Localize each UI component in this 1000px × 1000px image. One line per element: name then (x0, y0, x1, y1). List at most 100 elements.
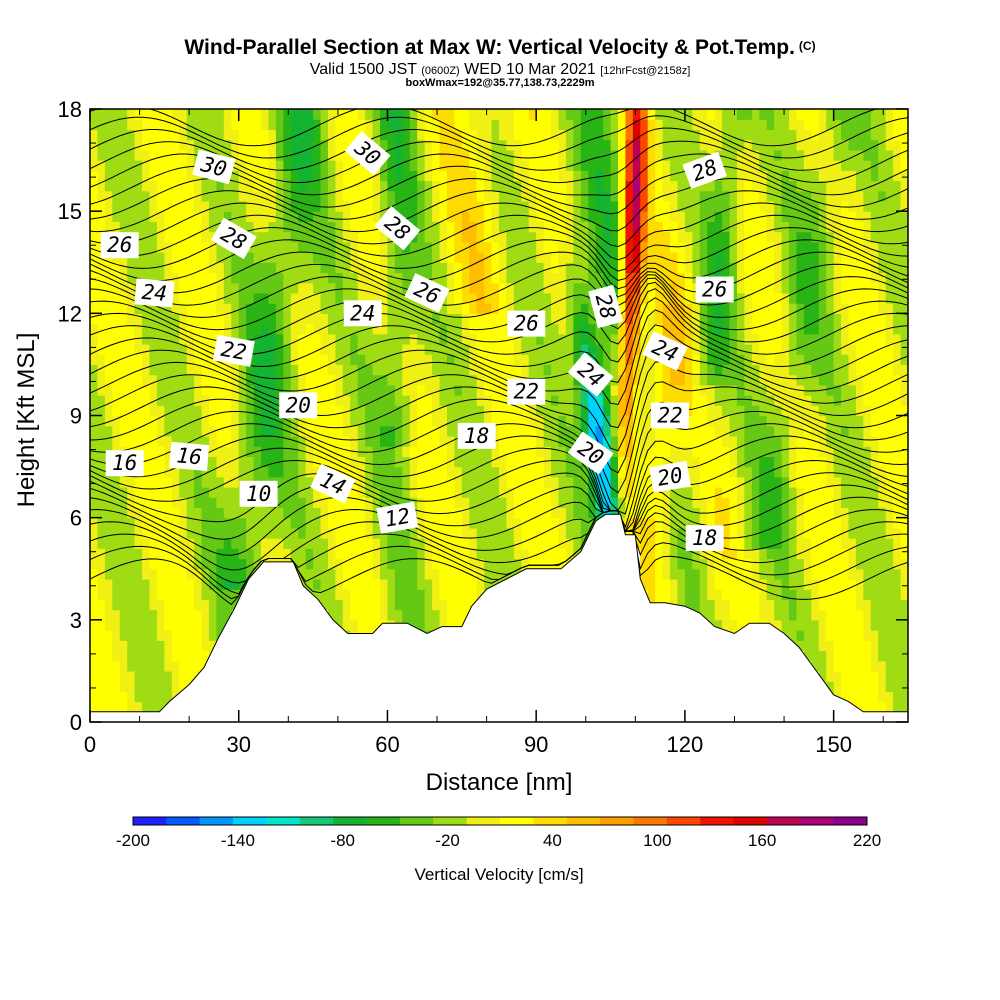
velocity-cell (543, 231, 552, 243)
velocity-cell (565, 231, 574, 243)
velocity-cell (231, 200, 240, 212)
velocity-cell (506, 476, 515, 488)
velocity-cell (796, 568, 805, 580)
velocity-cell (372, 343, 381, 355)
velocity-cell (350, 487, 359, 498)
velocity-cell (670, 568, 679, 580)
velocity-cell (298, 374, 307, 386)
velocity-cell (729, 160, 738, 171)
velocity-cell (454, 415, 463, 427)
velocity-cell (320, 395, 329, 406)
velocity-cell (699, 578, 708, 590)
velocity-cell (409, 619, 418, 631)
velocity-cell (536, 109, 545, 120)
velocity-cell (632, 497, 641, 509)
velocity-cell (305, 487, 314, 498)
velocity-cell (803, 211, 812, 222)
velocity-cell (164, 599, 173, 611)
velocity-cell (142, 129, 151, 141)
velocity-cell (261, 252, 270, 263)
velocity-cell (588, 405, 597, 417)
velocity-cell (372, 119, 381, 131)
velocity-cell (736, 548, 745, 560)
velocity-cell (208, 619, 218, 631)
velocity-cell (655, 160, 664, 171)
velocity-cell (789, 415, 798, 427)
velocity-cell (409, 303, 418, 314)
velocity-cell (499, 149, 508, 161)
velocity-cell (625, 149, 634, 161)
velocity-cell (803, 292, 812, 304)
velocity-cell (588, 139, 597, 151)
velocity-cell (610, 333, 619, 345)
velocity-cell (818, 599, 827, 611)
velocity-cell (112, 119, 121, 131)
velocity-cell (677, 231, 686, 243)
velocity-cell (729, 517, 738, 529)
velocity-cell (231, 558, 240, 570)
velocity-cell (774, 395, 783, 406)
velocity-cell (313, 589, 322, 600)
velocity-cell (610, 374, 619, 386)
velocity-cell (119, 599, 128, 611)
velocity-cell (432, 129, 441, 141)
velocity-cell (774, 517, 783, 529)
velocity-cell (275, 200, 284, 212)
velocity-cell (394, 395, 403, 406)
velocity-cell (208, 180, 218, 192)
velocity-cell (112, 558, 121, 570)
velocity-cell (327, 384, 336, 396)
velocity-cell (402, 538, 411, 549)
velocity-cell (261, 343, 270, 355)
velocity-cell (104, 129, 113, 141)
velocity-cell (194, 395, 203, 406)
velocity-cell (179, 670, 188, 682)
velocity-cell (536, 476, 545, 488)
velocity-cell (320, 517, 329, 529)
velocity-cell (692, 139, 701, 151)
velocity-cell (446, 446, 455, 457)
velocity-cell (551, 507, 560, 519)
velocity-cell (380, 292, 389, 304)
velocity-cell (380, 446, 389, 457)
velocity-cell (365, 476, 374, 488)
velocity-cell (387, 548, 396, 560)
velocity-cell (766, 527, 775, 539)
velocity-cell (469, 384, 478, 396)
velocity-cell (149, 109, 158, 120)
velocity-cell (417, 364, 426, 376)
velocity-cell (484, 119, 493, 131)
velocity-cell (766, 109, 775, 120)
velocity-cell (201, 211, 210, 222)
velocity-cell (655, 211, 664, 222)
velocity-cell (744, 374, 753, 386)
velocity-cell (588, 231, 597, 243)
velocity-cell (461, 589, 470, 600)
velocity-cell (208, 139, 218, 151)
velocity-cell (647, 252, 656, 263)
velocity-cell (394, 149, 403, 161)
velocity-cell (684, 139, 693, 151)
velocity-cell (119, 589, 128, 600)
velocity-cell (565, 221, 574, 233)
velocity-cell (670, 548, 679, 560)
velocity-cell (365, 200, 374, 212)
velocity-cell (432, 497, 441, 509)
velocity-cell (142, 149, 151, 161)
velocity-cell (231, 415, 240, 427)
velocity-cell (164, 415, 173, 427)
velocity-cell (142, 303, 151, 314)
velocity-cell (811, 364, 820, 376)
velocity-cell (655, 589, 664, 600)
velocity-cell (506, 466, 515, 478)
velocity-cell (179, 538, 188, 549)
velocity-cell (454, 139, 463, 151)
velocity-cell (380, 252, 389, 263)
velocity-cell (699, 568, 708, 580)
velocity-cell (194, 435, 203, 447)
velocity-cell (246, 415, 255, 427)
velocity-cell (127, 374, 136, 386)
velocity-cell (104, 650, 113, 662)
velocity-cell (521, 109, 530, 120)
velocity-cell (119, 395, 128, 406)
